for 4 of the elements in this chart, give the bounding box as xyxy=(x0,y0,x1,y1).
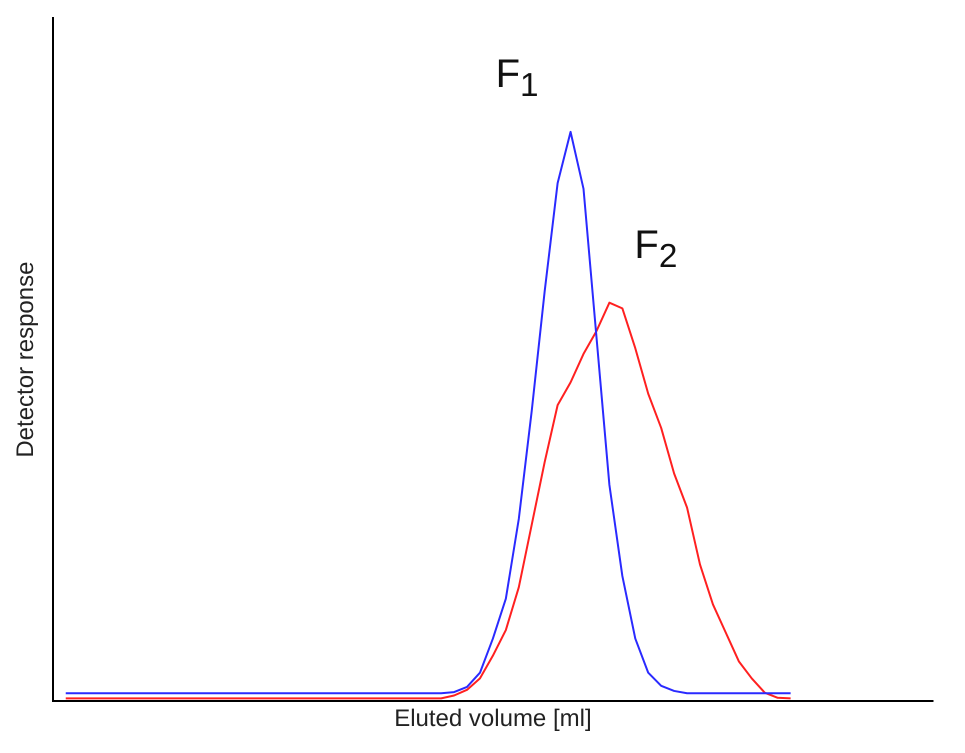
x-axis-title: Eluted volume [ml] xyxy=(394,705,592,732)
series-label: F$_{1}$ xyxy=(496,52,539,105)
series-label: F$_{2}$ xyxy=(634,222,678,276)
y-axis-title: Detector response xyxy=(12,262,40,458)
